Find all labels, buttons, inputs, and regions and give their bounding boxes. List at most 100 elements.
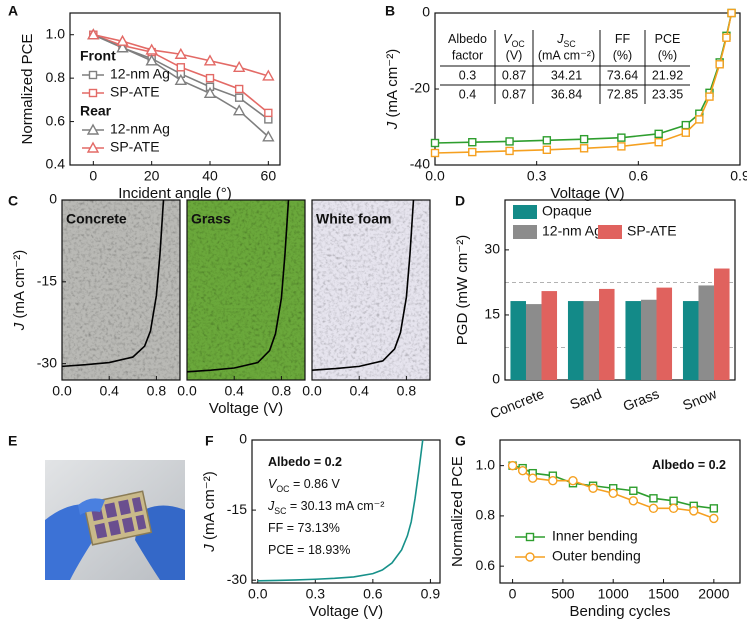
table-header-unit: (%) [613, 48, 632, 62]
marker [629, 486, 638, 495]
marker [525, 532, 535, 542]
table-cell: 0.87 [502, 87, 526, 101]
x-tick-label: Concrete [488, 385, 547, 421]
table-header-unit: factor [452, 48, 483, 62]
y-tick-label: 0 [239, 431, 247, 447]
y-axis-label: Normalized PCE [449, 456, 466, 567]
marker [430, 138, 440, 148]
table-cell: 73.64 [607, 68, 638, 82]
x-axis-label: Voltage (V) [309, 603, 383, 620]
marker [430, 148, 440, 158]
annotation: Albedo = 0.2 [268, 455, 342, 469]
marker [648, 503, 659, 514]
marker [649, 494, 658, 503]
marker [709, 513, 719, 524]
annotation: VOC = 0.86 V [268, 477, 341, 494]
legend-swatch [513, 205, 537, 219]
y-tick-label: 0 [49, 191, 57, 207]
y-axis-label: J (mA cm⁻²) [201, 471, 218, 552]
y-axis-label-part: PGD (mW cm⁻²) [454, 235, 471, 345]
panel-letter: C [8, 193, 18, 209]
table-header-part: OC [512, 39, 525, 49]
marker [174, 47, 188, 59]
annotation: PCE = 18.93% [268, 543, 350, 557]
axes-frame [186, 199, 306, 381]
panel-letter: B [385, 3, 395, 19]
annotation: JSC = 30.13 mA cm⁻² [267, 499, 384, 516]
panel-letter: E [8, 433, 17, 449]
marker [232, 104, 246, 116]
y-tick-label: 0.4 [46, 156, 66, 172]
annotation: Albedo = 0.2 [652, 458, 726, 472]
marker [669, 496, 678, 506]
table-header-part: PCE [655, 32, 681, 46]
annotation-part: Albedo = 0.2 [268, 455, 342, 469]
marker [505, 137, 514, 146]
x-tick-label: 2000 [698, 586, 729, 602]
marker [548, 476, 558, 486]
x-tick-label: 0.3 [306, 586, 326, 602]
table-header: Albedo [448, 32, 487, 46]
bar [625, 301, 641, 380]
marker [262, 130, 275, 142]
marker [517, 465, 528, 476]
table-cell: 0.4 [459, 87, 476, 101]
x-tick-label: 0.0 [425, 168, 445, 184]
legend-label: Outer bending [552, 548, 641, 564]
y-axis-label-part: (mA cm⁻²) [201, 471, 218, 544]
bar [656, 287, 673, 380]
marker [579, 144, 589, 153]
legend-group-title: Rear [80, 103, 112, 119]
marker [116, 41, 129, 53]
x-tick-label: 1000 [598, 586, 629, 602]
axes-frame [61, 199, 181, 381]
series-line [186, 199, 290, 373]
axes-frame [251, 439, 441, 584]
x-tick-label: 500 [551, 586, 575, 602]
y-axis-label: PGD (mW cm⁻²) [454, 235, 471, 345]
bar [698, 285, 715, 380]
legend-label: Inner bending [552, 528, 638, 544]
annotation-part: J [267, 499, 275, 513]
annotation-part: = 0.86 V [289, 477, 340, 491]
y-tick-label: 0 [422, 4, 430, 20]
annotation-part: FF = 73.13% [268, 521, 340, 535]
table-header: FF [615, 32, 631, 46]
marker [468, 147, 477, 157]
photo [45, 460, 185, 580]
table-header-part: J [556, 32, 564, 46]
table-cell: 0.3 [459, 68, 476, 82]
y-axis-label-part: (mA cm⁻²) [11, 250, 28, 323]
x-tick-label: 0.6 [629, 168, 649, 184]
x-tick-label: 0.0 [302, 383, 322, 399]
y-axis-label-part: J [384, 121, 401, 130]
marker [608, 488, 618, 498]
table-header: JSC [556, 32, 575, 49]
marker [176, 63, 186, 72]
marker [205, 73, 215, 83]
photo-background [187, 200, 305, 380]
marker [262, 69, 275, 81]
table-header-part: FF [615, 32, 631, 46]
y-axis-label: J (mA cm⁻²) [384, 49, 401, 130]
y-tick-label: 0.6 [46, 112, 66, 128]
marker [468, 137, 477, 147]
marker [542, 136, 552, 145]
x-tick-label: 40 [202, 168, 218, 184]
y-axis-label-part: J [201, 544, 218, 553]
marker [727, 8, 736, 18]
marker [568, 476, 578, 486]
marker [86, 123, 100, 135]
series-line [257, 439, 424, 582]
annotation-part: V [268, 477, 278, 491]
marker [203, 54, 217, 66]
table-header: PCE [655, 32, 681, 46]
x-tick-label: 0 [89, 168, 97, 184]
panel-letter: D [455, 193, 465, 209]
marker [617, 142, 626, 151]
table-header: VOC [503, 32, 524, 49]
axes-frame [504, 199, 736, 381]
legend-label: 12-nm Ag [110, 66, 170, 82]
x-tick-label: 0.0 [52, 383, 72, 399]
table-header-part: V [503, 32, 513, 46]
